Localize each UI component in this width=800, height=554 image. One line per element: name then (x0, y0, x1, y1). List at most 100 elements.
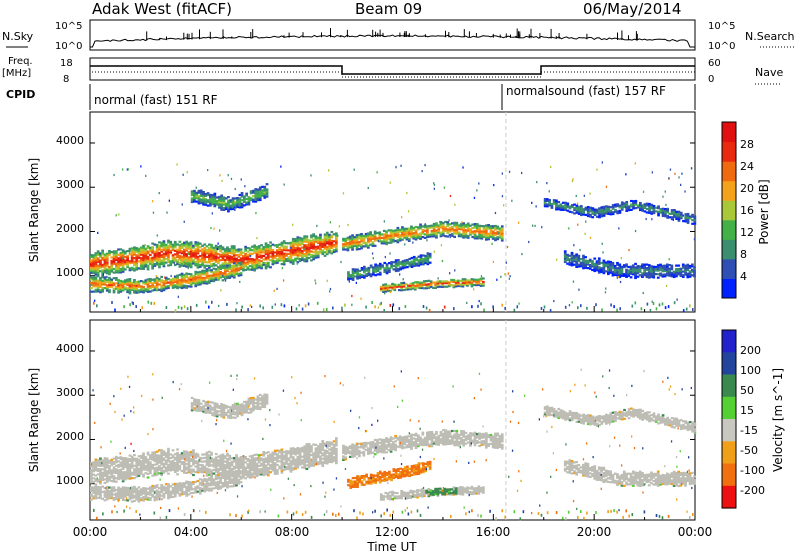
scatter-cell (385, 243, 388, 246)
scatter-cell (162, 263, 166, 266)
scatter-cell (126, 289, 129, 292)
scatter-cell (142, 257, 145, 260)
scatter-cell (439, 226, 443, 229)
scatter-cell (119, 257, 123, 260)
scatter-cell (325, 455, 329, 458)
noise-cell (280, 165, 282, 168)
scatter-cell (439, 235, 443, 238)
scatter-cell (130, 259, 134, 262)
scatter-cell (582, 261, 585, 264)
scatter-cell (255, 464, 259, 467)
noise-cell (642, 190, 645, 193)
scatter-cell (296, 245, 300, 248)
scatter-cell (180, 252, 184, 255)
scatter-cell (192, 468, 195, 471)
scatter-cell (332, 250, 336, 254)
scatter-cell (260, 265, 263, 268)
scatter-cell (314, 256, 318, 259)
scatter-cell (321, 457, 325, 460)
scatter-cell (419, 234, 422, 237)
scatter-cell (169, 263, 173, 267)
scatter-cell (605, 210, 608, 213)
noise-cell (575, 194, 577, 197)
scatter-cell (105, 280, 109, 283)
scatter-cell (498, 227, 502, 230)
scatter-cell (202, 191, 205, 194)
clutter-cell (383, 309, 385, 312)
scatter-cell (392, 231, 395, 234)
scatter-cell (121, 460, 125, 463)
scatter-cell (426, 228, 429, 231)
scatter-cell (130, 464, 134, 467)
nave-label: Nave (755, 66, 783, 79)
scatter-cell (278, 456, 281, 459)
clutter-cell (325, 308, 328, 312)
scatter-cell (256, 195, 260, 198)
scatter-cell (183, 462, 186, 465)
scatter-cell (196, 273, 200, 276)
scatter-cell (389, 284, 392, 287)
scatter-cell (455, 223, 459, 226)
scatter-cell (330, 230, 334, 234)
scatter-cell (117, 478, 120, 481)
scatter-cell (462, 236, 465, 239)
scatter-cell (663, 264, 667, 267)
scatter-cell (634, 262, 637, 265)
scatter-cell (212, 259, 216, 262)
scatter-cell (208, 454, 211, 457)
clutter-cell (389, 303, 392, 307)
scatter-cell (160, 262, 163, 266)
clutter-cell (301, 307, 304, 311)
noise-cell (616, 276, 618, 280)
scatter-cell (607, 207, 610, 210)
scatter-cell (579, 258, 583, 261)
scatter-cell (446, 221, 450, 224)
scatter-cell (194, 262, 198, 265)
scatter-cell (363, 269, 366, 272)
scatter-cell (257, 266, 261, 269)
scatter-cell (675, 269, 678, 272)
scatter-cell (185, 246, 188, 249)
scatter-cell (371, 244, 375, 247)
scatter-cell (217, 246, 220, 249)
scatter-cell (162, 261, 166, 264)
scatter-cell (228, 258, 232, 261)
scatter-cell (441, 282, 444, 285)
scatter-cell (335, 458, 338, 461)
noise-cell (584, 232, 586, 235)
scatter-cell (139, 264, 143, 267)
scatter-cell (192, 452, 195, 455)
scatter-cell (276, 249, 279, 252)
scatter-cell (691, 263, 694, 266)
scatter-cell (264, 253, 268, 256)
scatter-cell (415, 264, 418, 267)
scatter-cell (577, 211, 581, 214)
scatter-cell (400, 287, 403, 290)
scatter-cell (117, 259, 120, 262)
scatter-cell (248, 462, 252, 465)
scatter-cell (489, 225, 493, 228)
scatter-cell (367, 266, 371, 270)
scatter-cell (597, 268, 601, 271)
scatter-cell (227, 208, 230, 211)
scatter-cell (196, 248, 200, 251)
scatter-cell (126, 477, 129, 480)
scatter-cell (94, 268, 98, 271)
scatter-cell (602, 205, 606, 208)
scatter-cell (400, 289, 403, 292)
scatter-cell (117, 460, 120, 463)
scatter-cell (611, 274, 615, 277)
scatter-cell (254, 200, 258, 203)
scatter-cell (205, 252, 209, 255)
scatter-cell (176, 261, 179, 264)
scatter-cell (178, 261, 182, 265)
scatter-cell (162, 452, 166, 455)
scatter-cell (684, 216, 688, 219)
scatter-cell (280, 243, 284, 246)
scatter-cell (264, 258, 268, 261)
scatter-cell (223, 275, 227, 278)
scatter-cell (555, 203, 558, 206)
scatter-cell (146, 472, 150, 475)
scatter-cell (675, 275, 678, 278)
scatter-cell (117, 289, 120, 292)
